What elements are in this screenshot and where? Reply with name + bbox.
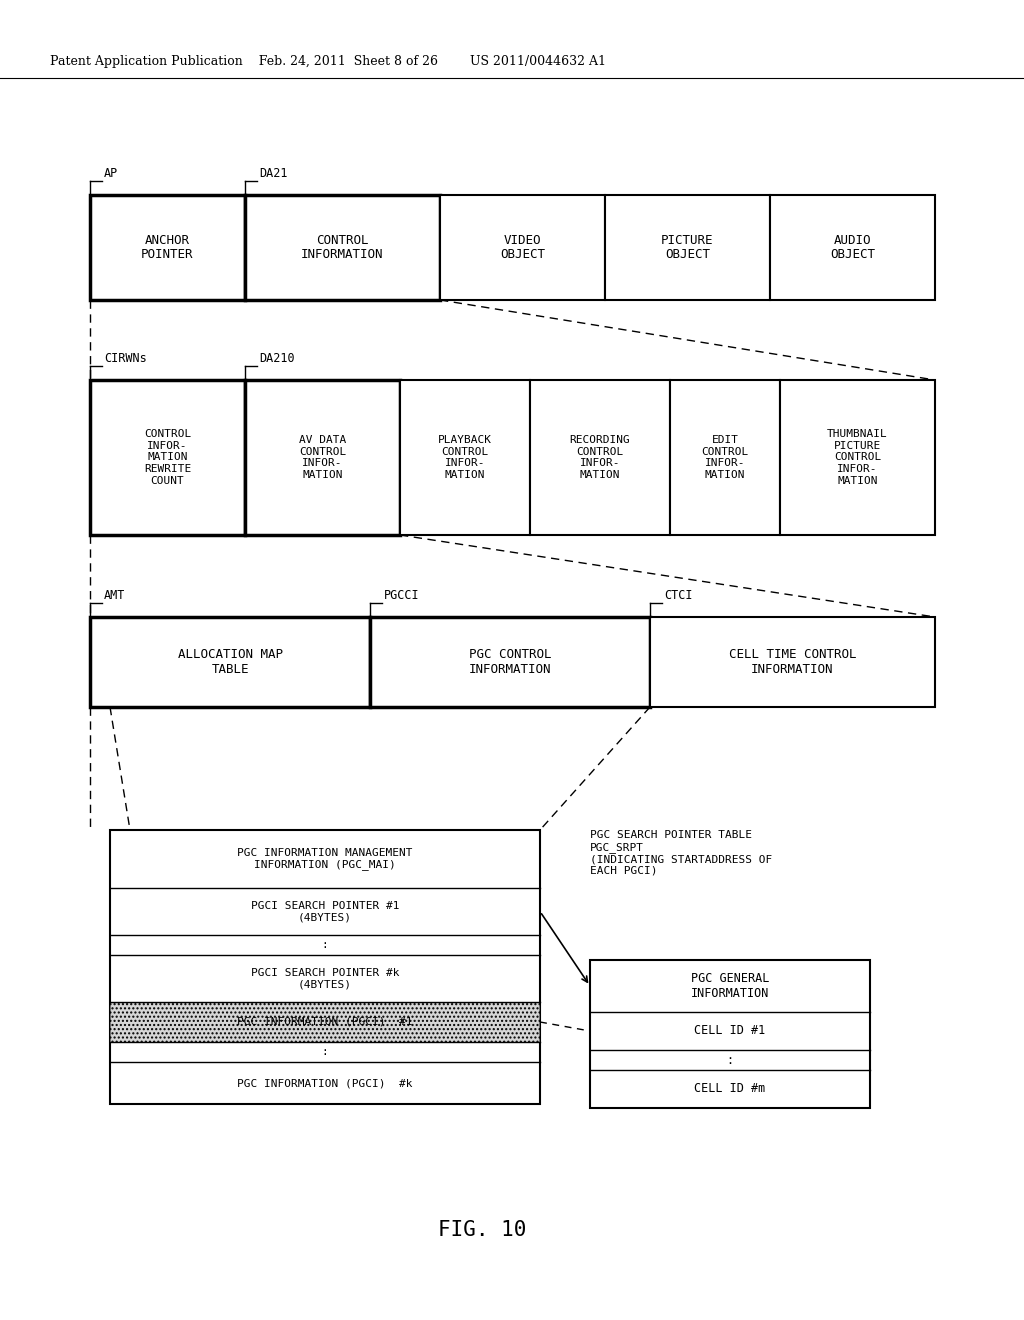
Bar xyxy=(370,616,650,708)
Text: PLAYBACK
CONTROL
INFOR-
MATION: PLAYBACK CONTROL INFOR- MATION xyxy=(438,436,492,480)
Text: PGC INFORMATION MANAGEMENT
INFORMATION (PGC_MAI): PGC INFORMATION MANAGEMENT INFORMATION (… xyxy=(238,847,413,870)
Text: CELL ID #m: CELL ID #m xyxy=(694,1082,766,1096)
Bar xyxy=(670,380,780,535)
Text: CONTROL
INFORMATION: CONTROL INFORMATION xyxy=(301,234,384,261)
Bar xyxy=(605,195,770,300)
Text: ANCHOR
POINTER: ANCHOR POINTER xyxy=(141,234,194,261)
Text: PGC SEARCH POINTER TABLE
PGC_SRPT
(INDICATING STARTADDRESS OF
EACH PGCI): PGC SEARCH POINTER TABLE PGC_SRPT (INDIC… xyxy=(590,830,772,875)
Bar xyxy=(590,960,870,1107)
Text: PICTURE
OBJECT: PICTURE OBJECT xyxy=(662,234,714,261)
Text: PGC INFORMATION (PGCI)  #k: PGC INFORMATION (PGCI) #k xyxy=(238,1078,413,1088)
Text: PGCCI: PGCCI xyxy=(384,589,420,602)
Text: AUDIO
OBJECT: AUDIO OBJECT xyxy=(830,234,874,261)
Text: AP: AP xyxy=(104,168,118,180)
Text: PGC INFORMATION (PGCI)  #1: PGC INFORMATION (PGCI) #1 xyxy=(238,1016,413,1027)
Bar xyxy=(110,830,540,1104)
Text: PGC GENERAL
INFORMATION: PGC GENERAL INFORMATION xyxy=(691,972,769,1001)
Text: FIG. 10: FIG. 10 xyxy=(438,1220,526,1239)
Text: DA210: DA210 xyxy=(259,352,295,366)
Bar xyxy=(650,616,935,708)
Bar xyxy=(530,380,670,535)
Bar xyxy=(110,1002,540,1041)
Bar xyxy=(780,380,935,535)
Text: DA21: DA21 xyxy=(259,168,288,180)
Text: CIRWNs: CIRWNs xyxy=(104,352,146,366)
Text: CTCI: CTCI xyxy=(664,589,692,602)
Text: ALLOCATION MAP
TABLE: ALLOCATION MAP TABLE xyxy=(177,648,283,676)
Text: CELL ID #1: CELL ID #1 xyxy=(694,1024,766,1038)
Bar xyxy=(90,616,370,708)
Bar xyxy=(400,380,530,535)
Text: RECORDING
CONTROL
INFOR-
MATION: RECORDING CONTROL INFOR- MATION xyxy=(569,436,631,480)
Bar xyxy=(90,380,245,535)
Bar xyxy=(110,1002,540,1041)
Text: AMT: AMT xyxy=(104,589,125,602)
Text: AV DATA
CONTROL
INFOR-
MATION: AV DATA CONTROL INFOR- MATION xyxy=(299,436,346,480)
Text: PGCI SEARCH POINTER #1
(4BYTES): PGCI SEARCH POINTER #1 (4BYTES) xyxy=(251,900,399,923)
Text: CELL TIME CONTROL
INFORMATION: CELL TIME CONTROL INFORMATION xyxy=(729,648,856,676)
Text: CONTROL
INFOR-
MATION
REWRITE
COUNT: CONTROL INFOR- MATION REWRITE COUNT xyxy=(144,429,191,486)
Bar xyxy=(770,195,935,300)
Bar xyxy=(245,380,400,535)
Text: :: : xyxy=(726,1053,733,1067)
Text: PGCI SEARCH POINTER #k
(4BYTES): PGCI SEARCH POINTER #k (4BYTES) xyxy=(251,968,399,989)
Text: EDIT
CONTROL
INFOR-
MATION: EDIT CONTROL INFOR- MATION xyxy=(701,436,749,480)
Text: VIDEO
OBJECT: VIDEO OBJECT xyxy=(500,234,545,261)
Text: PGC CONTROL
INFORMATION: PGC CONTROL INFORMATION xyxy=(469,648,551,676)
Bar xyxy=(90,195,245,300)
Text: :: : xyxy=(322,940,329,950)
Bar xyxy=(245,195,440,300)
Text: :: : xyxy=(322,1047,329,1057)
Text: Patent Application Publication    Feb. 24, 2011  Sheet 8 of 26        US 2011/00: Patent Application Publication Feb. 24, … xyxy=(50,55,606,69)
Text: THUMBNAIL
PICTURE
CONTROL
INFOR-
MATION: THUMBNAIL PICTURE CONTROL INFOR- MATION xyxy=(827,429,888,486)
Bar xyxy=(440,195,605,300)
